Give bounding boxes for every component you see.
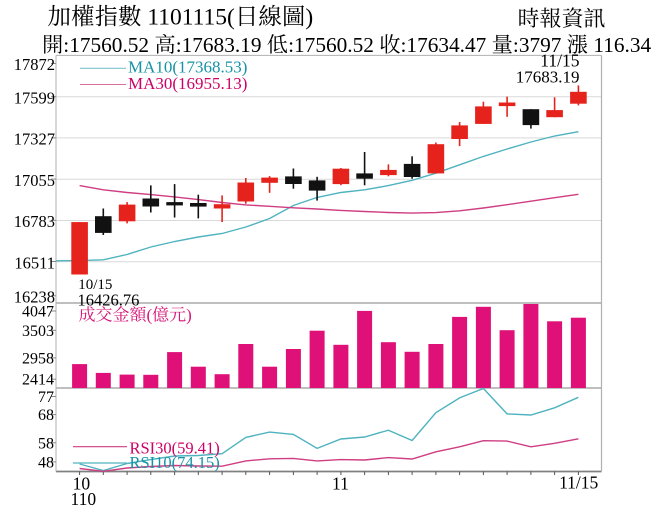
svg-text:RSI10(74.15): RSI10(74.15): [130, 449, 220, 473]
svg-text:17872: 17872: [14, 51, 55, 75]
svg-text:11: 11: [332, 471, 349, 496]
svg-text:RSI30(59.41): RSI30(59.41): [130, 435, 220, 459]
svg-text:48: 48: [38, 449, 54, 472]
svg-text:2958: 2958: [22, 345, 54, 368]
svg-text:時報資訊: 時報資訊: [518, 2, 606, 33]
svg-text:16426.76: 16426.76: [78, 287, 140, 311]
svg-text:開:17560.52 高:17683.19 低:17560.: 開:17560.52 高:17683.19 低:17560.52 收:17634…: [42, 28, 651, 59]
svg-text:110: 110: [70, 486, 96, 511]
svg-text:MA30(16955.13): MA30(16955.13): [128, 69, 247, 94]
svg-text:10/15: 10/15: [78, 273, 112, 294]
svg-text:68: 68: [38, 402, 54, 425]
svg-text:2414: 2414: [22, 367, 54, 390]
svg-text:11/15: 11/15: [540, 48, 579, 73]
svg-text:58: 58: [38, 430, 54, 453]
svg-text:16238: 16238: [14, 284, 55, 308]
svg-text:16783: 16783: [14, 208, 55, 232]
svg-text:10: 10: [73, 471, 91, 496]
svg-text:16511: 16511: [14, 249, 55, 273]
svg-text:4047: 4047: [22, 299, 54, 322]
svg-text:MA10(17368.53): MA10(17368.53): [128, 53, 247, 78]
svg-text:17327: 17327: [14, 126, 55, 150]
svg-text:17599: 17599: [14, 85, 55, 109]
svg-text:成交金額(億元): 成交金額(億元): [79, 301, 192, 326]
svg-text:17055: 17055: [14, 167, 55, 191]
svg-text:3503: 3503: [22, 318, 54, 341]
svg-text:17683.19: 17683.19: [516, 63, 580, 88]
svg-text:77: 77: [38, 384, 54, 407]
svg-text:加權指數 1101115(日線圖): 加權指數 1101115(日線圖): [48, 0, 314, 32]
svg-text:11/15: 11/15: [559, 470, 598, 495]
